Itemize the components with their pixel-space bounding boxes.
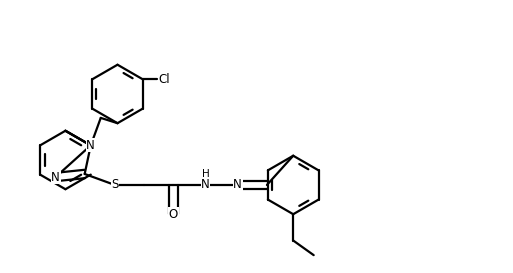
Text: H: H (202, 169, 209, 179)
Text: N: N (233, 179, 242, 191)
Text: S: S (111, 179, 119, 191)
Text: Cl: Cl (159, 73, 170, 86)
Text: O: O (169, 208, 178, 221)
Text: N: N (201, 179, 210, 191)
Text: N: N (51, 171, 60, 183)
Text: N: N (86, 139, 95, 152)
